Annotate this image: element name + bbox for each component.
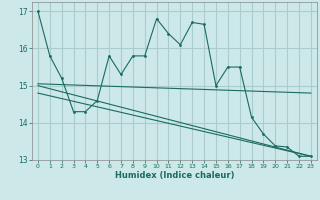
X-axis label: Humidex (Indice chaleur): Humidex (Indice chaleur)	[115, 171, 234, 180]
